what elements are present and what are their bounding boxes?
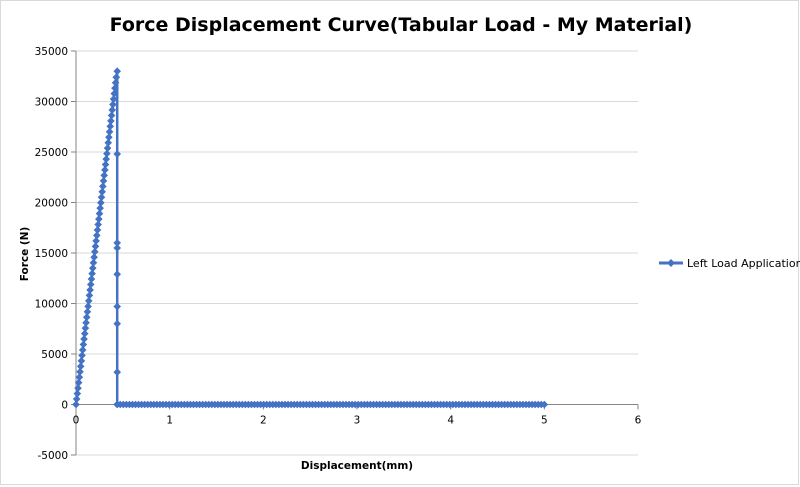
- data-point: [113, 270, 122, 279]
- data-point: [98, 187, 106, 196]
- y-tick-label: 0: [61, 400, 68, 412]
- data-point: [113, 244, 122, 252]
- x-axis-title: Displacement(mm): [301, 460, 413, 472]
- data-point: [97, 198, 105, 207]
- data-point: [76, 367, 84, 376]
- y-tick-label: 30000: [35, 97, 68, 109]
- x-tick-label: 2: [260, 415, 267, 427]
- data-point: [81, 324, 90, 332]
- data-point: [96, 204, 104, 212]
- data-point: [90, 247, 99, 256]
- x-tick-label: 3: [354, 415, 361, 427]
- data-point: [101, 166, 109, 174]
- y-axis-title: Force (N): [19, 227, 31, 282]
- data-point: [72, 400, 80, 409]
- data-point: [108, 106, 117, 114]
- gridlines: [76, 50, 638, 456]
- y-tick-label: 15000: [35, 248, 68, 260]
- data-point: [93, 231, 101, 240]
- y-tick-label: 10000: [35, 299, 68, 311]
- data-point: [110, 89, 119, 98]
- data-point: [76, 362, 85, 371]
- series-left-load-application: [72, 67, 549, 409]
- y-tick-label: 25000: [35, 147, 68, 159]
- data-point: [72, 395, 81, 403]
- data-point: [73, 389, 82, 398]
- y-tick-label: 20000: [35, 198, 68, 210]
- data-point: [113, 150, 122, 158]
- data-point: [75, 373, 84, 382]
- data-point: [82, 318, 90, 327]
- y-tick-label: 35000: [35, 46, 68, 58]
- data-point: [93, 226, 102, 234]
- data-point: [80, 335, 88, 343]
- series-line: [74, 69, 545, 406]
- data-point: [99, 182, 107, 191]
- legend-label: Left Load Application: [687, 257, 800, 270]
- data-point: [94, 220, 102, 229]
- legend: Left Load Application: [659, 257, 800, 270]
- data-point: [87, 275, 96, 283]
- data-point: [109, 95, 118, 103]
- data-point: [95, 209, 104, 218]
- data-point: [105, 133, 113, 142]
- data-point: [97, 193, 106, 202]
- y-tick-label: -5000: [37, 450, 68, 462]
- data-point: [90, 253, 98, 262]
- data-point: [74, 384, 82, 392]
- data-point: [113, 368, 122, 376]
- data-point: [107, 111, 116, 120]
- x-tick-labels: 0 1 2 3 4 5 6: [73, 415, 642, 427]
- data-point: [99, 177, 108, 185]
- data-point: [88, 269, 96, 278]
- data-point: [83, 307, 92, 316]
- data-point: [101, 160, 110, 169]
- data-point: [95, 215, 103, 223]
- chart-title: Force Displacement Curve(Tabular Load - …: [110, 14, 693, 36]
- data-point: [111, 84, 119, 92]
- data-point: [103, 144, 112, 152]
- x-tick-label: 4: [447, 415, 454, 427]
- data-point: [91, 242, 100, 251]
- data-point: [540, 400, 549, 409]
- data-point: [78, 346, 87, 354]
- x-tick-label: 0: [73, 415, 80, 427]
- data-point: [107, 117, 115, 125]
- x-tick-label: 5: [541, 415, 548, 427]
- data-point: [109, 100, 117, 109]
- data-point: [80, 329, 89, 338]
- data-point: [84, 297, 93, 305]
- data-point: [100, 171, 108, 180]
- data-point: [79, 340, 88, 349]
- data-point: [102, 155, 111, 163]
- data-point: [84, 302, 92, 311]
- x-tick-label: 6: [635, 415, 642, 427]
- data-point: [104, 138, 113, 147]
- data-point: [113, 302, 122, 311]
- data-point: [88, 264, 97, 272]
- y-tick-label: 5000: [41, 349, 68, 361]
- data-point: [113, 239, 122, 247]
- x-tick-label: 1: [166, 415, 173, 427]
- data-point: [86, 286, 94, 294]
- data-point: [112, 73, 121, 82]
- data-point: [85, 291, 94, 300]
- data-point: [86, 280, 95, 289]
- data-point: [111, 78, 120, 87]
- data-point: [82, 313, 91, 322]
- data-point: [77, 357, 86, 365]
- data-point: [113, 319, 122, 328]
- y-tick-labels: -5000 0 5000 10000 15000 20000 25000 30000 35000: [35, 46, 68, 462]
- data-point: [113, 67, 122, 75]
- data-point: [92, 237, 100, 245]
- data-point: [89, 258, 98, 267]
- legend-marker-diamond-icon: [667, 259, 675, 267]
- data-point: [105, 128, 114, 136]
- data-point: [74, 378, 83, 387]
- data-point: [78, 351, 86, 360]
- data-point: [103, 149, 111, 158]
